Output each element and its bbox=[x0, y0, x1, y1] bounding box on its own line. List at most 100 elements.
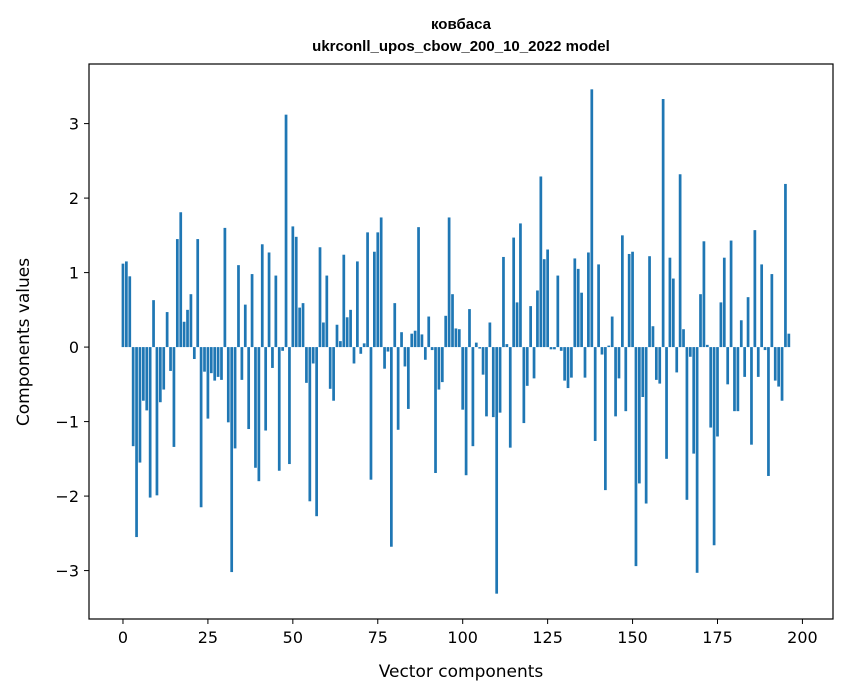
bar bbox=[753, 230, 757, 348]
bar bbox=[237, 265, 240, 348]
bar bbox=[148, 347, 152, 498]
bar bbox=[373, 251, 376, 348]
bar bbox=[627, 253, 631, 348]
bar bbox=[447, 217, 451, 348]
bar bbox=[767, 347, 770, 476]
bar bbox=[175, 239, 179, 348]
bar bbox=[366, 232, 369, 348]
bar bbox=[260, 244, 264, 348]
y-tick-label: 1 bbox=[69, 264, 79, 283]
bar bbox=[498, 347, 502, 413]
bar bbox=[182, 321, 186, 348]
x-tick-label: 175 bbox=[702, 628, 733, 647]
x-tick-label: 75 bbox=[368, 628, 388, 647]
bar bbox=[390, 347, 393, 547]
bar bbox=[203, 347, 206, 372]
bar bbox=[733, 347, 736, 412]
bar bbox=[328, 347, 332, 389]
bar bbox=[702, 241, 706, 348]
bar bbox=[267, 252, 271, 348]
bar bbox=[607, 345, 611, 348]
bar bbox=[209, 347, 213, 374]
bar bbox=[478, 347, 482, 349]
bar bbox=[192, 347, 196, 360]
bar bbox=[220, 347, 223, 380]
bar bbox=[760, 264, 764, 348]
bar bbox=[692, 347, 696, 454]
bar bbox=[298, 307, 301, 348]
bar bbox=[546, 249, 549, 348]
bar bbox=[654, 347, 658, 380]
y-tick-label: −1 bbox=[55, 413, 79, 432]
bar bbox=[593, 347, 597, 441]
bar bbox=[553, 347, 556, 350]
bar bbox=[658, 347, 662, 384]
bar bbox=[519, 223, 522, 348]
bar bbox=[196, 239, 200, 348]
y-axis-label: Components values bbox=[14, 258, 34, 426]
bar bbox=[631, 251, 634, 348]
bar bbox=[335, 324, 339, 348]
bar bbox=[376, 232, 380, 348]
bar bbox=[508, 347, 512, 448]
x-tick-label: 200 bbox=[787, 628, 818, 647]
bar bbox=[230, 347, 234, 573]
bar bbox=[515, 302, 519, 348]
bar bbox=[705, 344, 709, 348]
bar bbox=[444, 315, 448, 348]
bar bbox=[699, 294, 702, 348]
bar bbox=[257, 347, 261, 482]
bar bbox=[417, 227, 420, 348]
bar bbox=[362, 343, 366, 348]
bar bbox=[651, 326, 655, 348]
bar bbox=[712, 347, 716, 546]
bar bbox=[240, 347, 244, 380]
bar bbox=[379, 217, 383, 348]
bar bbox=[556, 275, 560, 348]
bar bbox=[536, 290, 539, 348]
bar bbox=[356, 261, 359, 348]
bar bbox=[573, 258, 577, 348]
bar bbox=[403, 347, 407, 367]
bar bbox=[471, 347, 475, 447]
chart-title: ковбаса bbox=[431, 16, 492, 33]
bar bbox=[383, 347, 386, 369]
bar bbox=[288, 347, 291, 465]
bar bbox=[264, 347, 268, 431]
bar bbox=[169, 347, 172, 371]
bar bbox=[223, 227, 227, 348]
bar bbox=[158, 347, 162, 403]
bar bbox=[206, 347, 210, 419]
bar bbox=[532, 347, 536, 379]
y-tick-label: −2 bbox=[55, 487, 79, 506]
bar bbox=[311, 347, 315, 364]
bar bbox=[512, 237, 516, 348]
bar bbox=[648, 256, 651, 348]
bar bbox=[125, 261, 128, 348]
bar bbox=[437, 347, 441, 390]
bar bbox=[502, 256, 505, 348]
bar bbox=[563, 347, 566, 381]
bar bbox=[590, 89, 594, 348]
bar bbox=[172, 347, 176, 447]
y-tick-label: 0 bbox=[69, 338, 79, 357]
bar bbox=[145, 347, 149, 411]
bar bbox=[345, 317, 349, 348]
bar bbox=[322, 322, 325, 348]
bar bbox=[454, 328, 458, 348]
bar bbox=[780, 347, 784, 401]
bar bbox=[726, 347, 730, 385]
bar bbox=[325, 275, 329, 348]
bar bbox=[739, 320, 743, 348]
bar bbox=[352, 347, 356, 364]
bar bbox=[291, 226, 295, 348]
bar bbox=[746, 297, 750, 348]
x-tick-label: 0 bbox=[118, 628, 128, 647]
bar bbox=[719, 302, 723, 348]
bar bbox=[451, 294, 454, 348]
bar bbox=[641, 347, 645, 397]
bar bbox=[457, 329, 461, 348]
bar bbox=[638, 347, 641, 484]
bar bbox=[128, 276, 132, 348]
bar bbox=[305, 347, 308, 383]
